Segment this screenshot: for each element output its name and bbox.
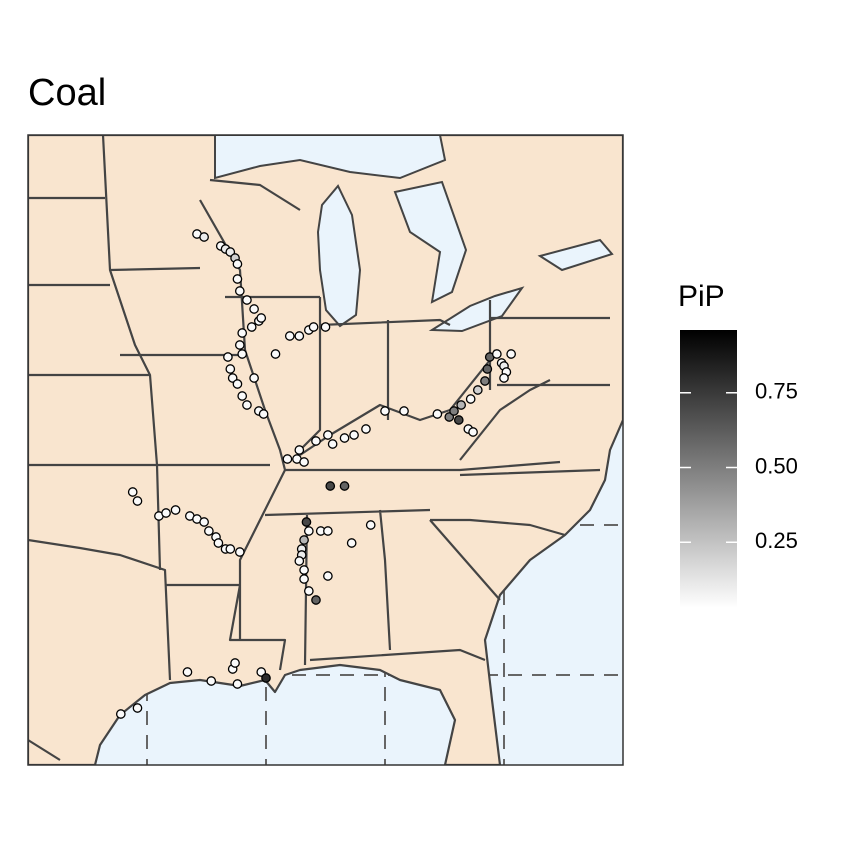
site-point xyxy=(323,571,333,581)
site-point xyxy=(223,352,233,362)
site-point xyxy=(249,373,259,383)
site-point xyxy=(492,349,502,359)
lake-huron xyxy=(393,180,468,304)
lake-erie xyxy=(428,286,525,333)
site-point xyxy=(399,406,409,416)
site-point xyxy=(237,328,248,338)
site-point xyxy=(204,526,214,536)
site-point xyxy=(465,394,476,404)
site-point xyxy=(282,454,293,464)
site-point xyxy=(480,376,490,386)
site-point xyxy=(299,565,309,575)
lake-ontario xyxy=(537,238,614,272)
colorbar xyxy=(680,330,737,608)
site-point xyxy=(258,409,269,419)
site-point xyxy=(506,349,516,359)
site-point xyxy=(242,400,252,410)
site-point xyxy=(249,304,259,314)
site-point xyxy=(311,595,321,605)
site-point xyxy=(234,340,245,350)
site-point xyxy=(299,457,309,467)
site-point xyxy=(327,439,338,449)
site-point xyxy=(325,481,336,491)
site-point xyxy=(311,436,321,446)
map-panel xyxy=(28,135,623,765)
site-point xyxy=(230,658,240,668)
site-point xyxy=(213,538,224,548)
site-point xyxy=(199,232,209,242)
legend-title: PiP xyxy=(678,280,725,313)
site-point xyxy=(299,535,309,545)
site-point xyxy=(308,322,319,332)
site-point xyxy=(294,331,305,341)
site-point xyxy=(468,427,478,437)
sites xyxy=(115,229,516,719)
site-point xyxy=(346,538,357,548)
colorbar-tick-label: 0.50 xyxy=(755,453,798,478)
site-point xyxy=(225,544,236,554)
site-point xyxy=(132,496,143,506)
site-point xyxy=(225,364,236,374)
site-point xyxy=(453,415,464,425)
site-point xyxy=(284,331,295,341)
site-point xyxy=(199,517,209,527)
colorbar-tick-label: 0.25 xyxy=(755,528,798,553)
site-point xyxy=(127,487,138,497)
chart-title: Coal xyxy=(28,72,106,114)
site-point xyxy=(232,379,243,389)
site-point xyxy=(432,409,443,419)
site-point xyxy=(301,517,312,527)
site-point xyxy=(320,322,331,332)
site-point xyxy=(449,406,459,416)
site-point xyxy=(294,556,305,566)
site-point xyxy=(206,676,217,686)
colorbar-tick-label: 0.75 xyxy=(755,379,798,404)
panel-border xyxy=(27,134,624,766)
site-point xyxy=(232,274,243,284)
site-point xyxy=(237,349,248,359)
site-point xyxy=(361,424,371,434)
site-point xyxy=(482,364,493,374)
land xyxy=(28,135,623,765)
colorbar-ticks: 0.25 0.50 0.75 xyxy=(680,379,798,553)
site-point xyxy=(115,709,126,719)
site-point xyxy=(170,505,181,515)
site-point xyxy=(246,322,257,332)
site-point xyxy=(299,574,309,584)
site-point xyxy=(256,313,267,323)
site-point xyxy=(161,508,171,518)
site-point xyxy=(339,433,350,443)
lake-michigan xyxy=(316,184,362,328)
site-point xyxy=(339,481,350,491)
site-point xyxy=(303,526,314,536)
site-point xyxy=(270,349,281,359)
site-point xyxy=(261,673,271,683)
site-point xyxy=(232,259,243,269)
site-point xyxy=(232,679,243,689)
site-point xyxy=(234,286,245,296)
site-point xyxy=(472,385,483,395)
site-point xyxy=(234,547,245,557)
site-point xyxy=(242,295,252,305)
site-point xyxy=(182,667,193,677)
site-point xyxy=(294,445,305,455)
site-point xyxy=(499,373,509,383)
site-point xyxy=(237,391,248,401)
site-point xyxy=(132,703,143,713)
site-point xyxy=(323,526,333,536)
site-point xyxy=(365,520,376,530)
site-point xyxy=(380,406,390,416)
site-point xyxy=(349,430,359,440)
site-point xyxy=(303,586,314,596)
site-point xyxy=(456,400,467,410)
site-point xyxy=(323,430,333,440)
lake-superior xyxy=(214,135,447,180)
